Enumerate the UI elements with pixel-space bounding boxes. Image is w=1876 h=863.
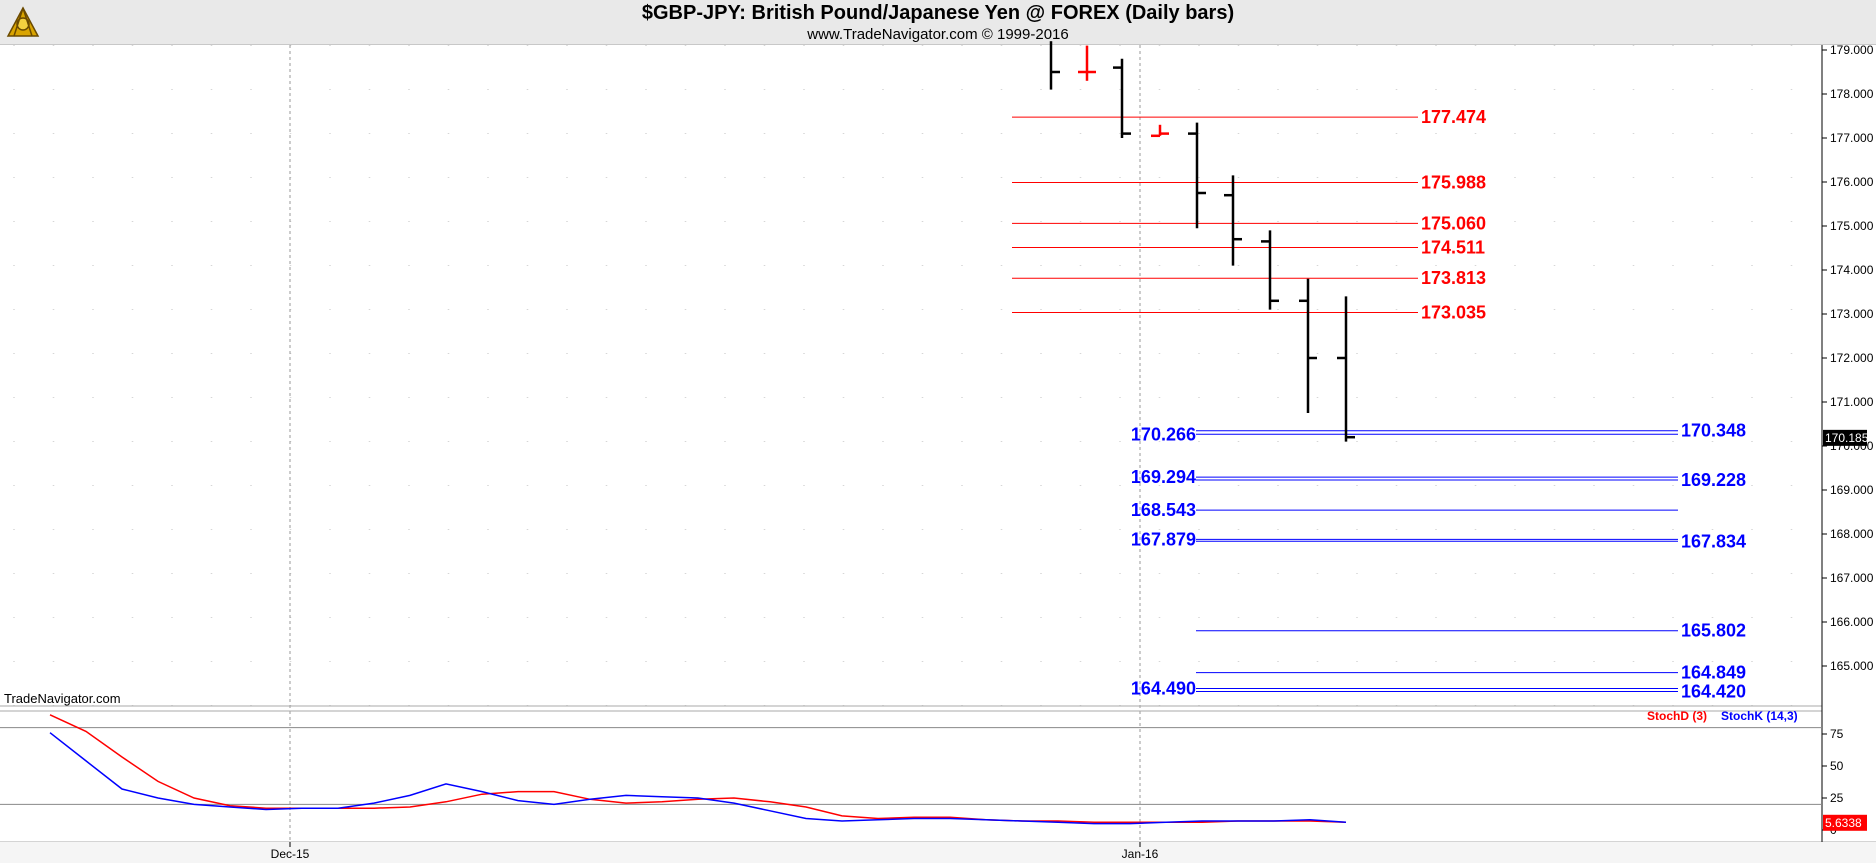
- x-axis-band: [0, 842, 1876, 863]
- ohlc-bar: [1224, 175, 1242, 266]
- support-label-left: 164.490: [1131, 678, 1196, 698]
- sextant-icon: [6, 6, 40, 37]
- stochd-line: [49, 714, 1347, 824]
- y-tick-label: 171.000: [1830, 395, 1874, 409]
- ohlc-bar: [1113, 58, 1131, 138]
- ohlc-bar: [1337, 296, 1355, 442]
- y-tick-label: 176.000: [1830, 175, 1874, 189]
- ohlc-bar: [1261, 230, 1279, 310]
- last-price-label: 170.185: [1825, 431, 1869, 445]
- ohlc-bar: [1151, 124, 1169, 138]
- y-tick-label: 169.000: [1830, 483, 1874, 497]
- chart-title: $GBP-JPY: British Pound/Japanese Yen @ F…: [641, 2, 1235, 24]
- x-tick-label: Jan-16: [1122, 847, 1159, 861]
- ohlc-bar: [1188, 122, 1206, 229]
- support-label-left: 167.879: [1131, 529, 1196, 549]
- x-tick-label: Dec-15: [271, 847, 310, 861]
- y-tick-label: 165.000: [1830, 659, 1874, 673]
- chart-header: $GBP-JPY: British Pound/Japanese Yen @ F…: [0, 0, 1876, 45]
- stochk-line: [49, 732, 1347, 825]
- support-label-right: 169.228: [1681, 470, 1746, 490]
- legend-stochk: StochK (14,3): [1721, 709, 1798, 723]
- stoch-tick-label: 50: [1830, 759, 1844, 773]
- resistance-label: 175.060: [1421, 213, 1486, 233]
- support-label-right: 167.834: [1681, 531, 1746, 551]
- y-tick-label: 166.000: [1830, 615, 1874, 629]
- resistance-label: 173.035: [1421, 302, 1486, 322]
- y-tick-label: 175.000: [1830, 219, 1874, 233]
- y-tick-label: 173.000: [1830, 307, 1874, 321]
- support-label-right: 170.348: [1681, 421, 1746, 441]
- support-label-right: 164.420: [1681, 682, 1746, 702]
- last-stoch-box: [1823, 814, 1867, 831]
- resistance-label: 173.813: [1421, 268, 1486, 288]
- y-tick-label: 174.000: [1830, 263, 1874, 277]
- support-label-left: 169.294: [1131, 467, 1196, 487]
- stoch-tick-label: 25: [1830, 791, 1844, 805]
- y-tick-label: 167.000: [1830, 571, 1874, 585]
- last-price-box: [1823, 429, 1867, 446]
- y-tick-label: 177.000: [1830, 131, 1874, 145]
- y-tick-label: 179.000: [1830, 43, 1874, 57]
- ohlc-bar: [1078, 45, 1096, 81]
- resistance-label: 174.511: [1421, 238, 1485, 258]
- support-label-left: 168.543: [1131, 500, 1196, 520]
- resistance-label: 177.474: [1421, 107, 1486, 127]
- y-tick-label: 168.000: [1830, 527, 1874, 541]
- ohlc-bar: [1049, 41, 1060, 90]
- watermark: TradeNavigator.com: [4, 691, 121, 706]
- chart-subtitle: www.TradeNavigator.com © 1999-2016: [807, 26, 1069, 43]
- y-tick-label: 178.000: [1830, 87, 1874, 101]
- ohlc-bar: [1299, 278, 1317, 413]
- stoch-tick-label: 75: [1830, 727, 1844, 741]
- resistance-label: 175.988: [1421, 173, 1486, 193]
- legend-stochd: StochD (3): [1647, 709, 1707, 723]
- support-label-right: 164.849: [1681, 663, 1746, 683]
- y-tick-label: 172.000: [1830, 351, 1874, 365]
- support-label-right: 165.802: [1681, 621, 1746, 641]
- last-stoch-label: 5.6338: [1825, 816, 1862, 830]
- support-label-left: 170.266: [1131, 424, 1196, 444]
